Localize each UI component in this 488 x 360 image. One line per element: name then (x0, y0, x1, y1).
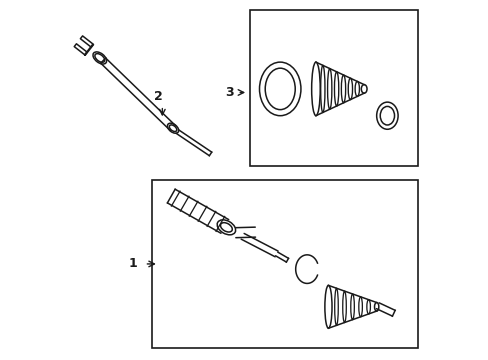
Bar (151, 180, 417, 348)
Bar (249, 10, 417, 166)
Text: 1: 1 (128, 257, 137, 270)
Ellipse shape (259, 62, 300, 116)
Ellipse shape (167, 123, 178, 133)
Text: 2: 2 (154, 90, 163, 103)
Ellipse shape (376, 102, 397, 129)
Ellipse shape (217, 220, 235, 235)
Text: 3: 3 (224, 86, 233, 99)
Ellipse shape (93, 52, 106, 64)
